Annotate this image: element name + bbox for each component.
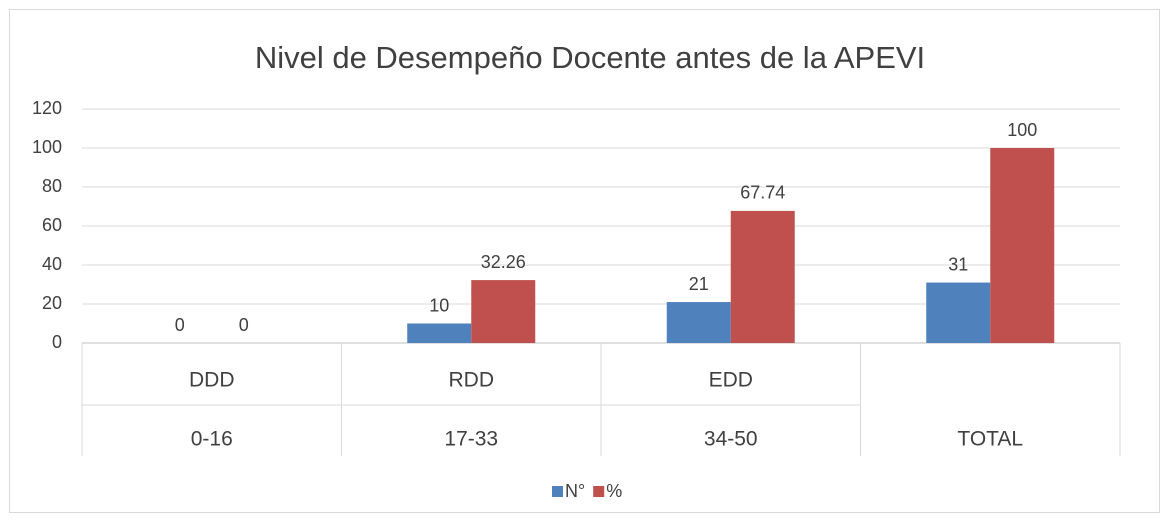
data-label: 21 [689,274,709,294]
y-tick-label: 40 [42,254,62,274]
x-tick-label: DDD [189,369,235,392]
bar [926,282,991,343]
x-tick-label: RDD [449,369,495,392]
data-label: 0 [175,315,185,335]
y-tick-label: 20 [42,293,62,313]
y-tick-label: 120 [32,98,62,118]
data-label: 32.26 [481,252,526,272]
y-tick-label: 100 [32,137,62,157]
bar [407,323,472,343]
data-label: 100 [1007,120,1037,140]
x-subtick-label: 0-16 [191,428,233,451]
bar [730,210,795,343]
chart-border [9,9,1160,513]
data-label: 10 [429,295,449,315]
x-subtick-label: 17-33 [444,428,498,451]
legend-swatch [593,486,605,497]
data-label: 0 [239,315,249,335]
legend-label: N° [565,481,585,501]
legend-label: % [606,481,622,501]
y-tick-label: 60 [42,215,62,235]
x-subtick-label: 34-50 [704,428,758,451]
x-subtick-label: TOTAL [957,428,1023,451]
y-tick-label: 0 [52,332,62,352]
data-label: 31 [948,254,968,274]
bar [471,280,536,343]
data-label: 67.74 [740,183,785,203]
legend-swatch [552,486,563,497]
chart-title: Nivel de Desempeño Docente antes de la A… [255,40,925,75]
bar [666,302,731,343]
bar [990,148,1055,343]
y-tick-label: 80 [42,176,62,196]
x-tick-label: EDD [709,369,753,392]
